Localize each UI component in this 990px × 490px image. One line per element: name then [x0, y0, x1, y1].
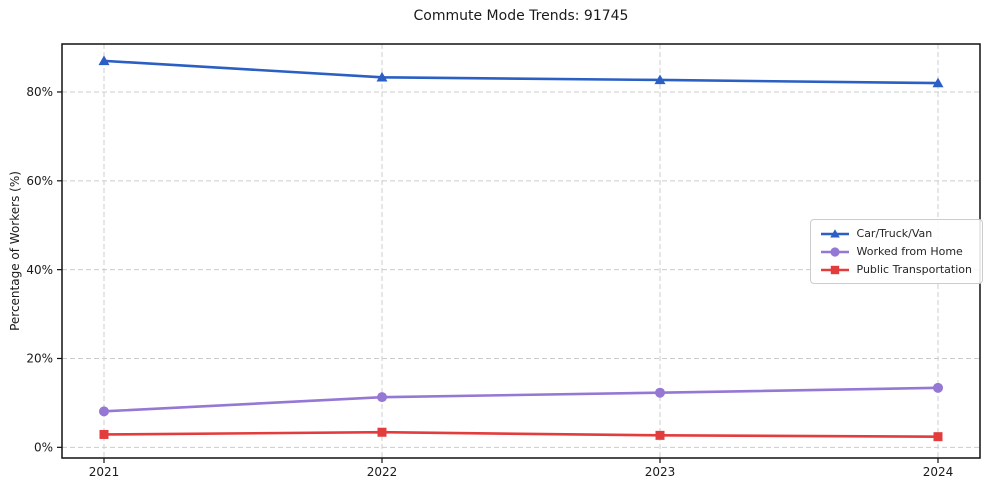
legend-label-public-transportation: Public Transportation	[856, 263, 972, 276]
legend: Car/Truck/Van Worked from Home Public Tran…	[809, 219, 983, 284]
legend-square-icon	[820, 265, 849, 274]
series-line-car-truck-van	[102, 59, 940, 85]
series-public-transportation-square-marker	[99, 429, 109, 439]
chart-title: Commute Mode Trends: 91745	[413, 8, 629, 24]
series-car-truck-van-triangle-marker	[98, 55, 110, 66]
x-tick-label: 2023	[645, 465, 676, 479]
series-car-truck-van-triangle-marker	[654, 74, 666, 85]
series-worked-from-home-circle-marker	[655, 387, 665, 398]
series-line-worked-from-home	[102, 386, 940, 413]
y-tick-label: 40%	[26, 263, 53, 277]
series-public-transportation-square-marker	[933, 432, 943, 442]
legend-triangle-icon	[820, 228, 849, 237]
legend-entry-public-transportation: Public Transportation	[820, 263, 972, 276]
series-worked-from-home-circle-marker	[377, 392, 387, 403]
legend-circle-icon	[820, 246, 849, 257]
series-line-public-transportation	[102, 430, 940, 438]
legend-label-worked-from-home: Worked from Home	[856, 245, 963, 258]
x-tick-label: 2021	[89, 465, 120, 479]
y-tick-label: 20%	[26, 352, 53, 366]
x-tick-label: 2022	[367, 465, 398, 479]
legend-entry-car-truck-van: Car/Truck/Van	[820, 227, 972, 240]
series-worked-from-home-circle-marker	[933, 382, 943, 393]
series-car-truck-van-triangle-marker	[932, 77, 944, 88]
y-tick-label: 80%	[26, 85, 53, 99]
series-car-truck-van-triangle-marker	[376, 71, 388, 82]
x-tick-label: 2024	[923, 465, 954, 479]
series-public-transportation-square-marker	[655, 430, 665, 440]
y-tick-label: 60%	[26, 174, 53, 188]
y-tick-label: 0%	[34, 441, 53, 455]
legend-entry-worked-from-home: Worked from Home	[820, 245, 972, 258]
series-public-transportation-square-marker	[377, 427, 387, 437]
legend-label-car-truck-van: Car/Truck/Van	[856, 227, 933, 240]
series-worked-from-home-circle-marker	[99, 406, 109, 417]
